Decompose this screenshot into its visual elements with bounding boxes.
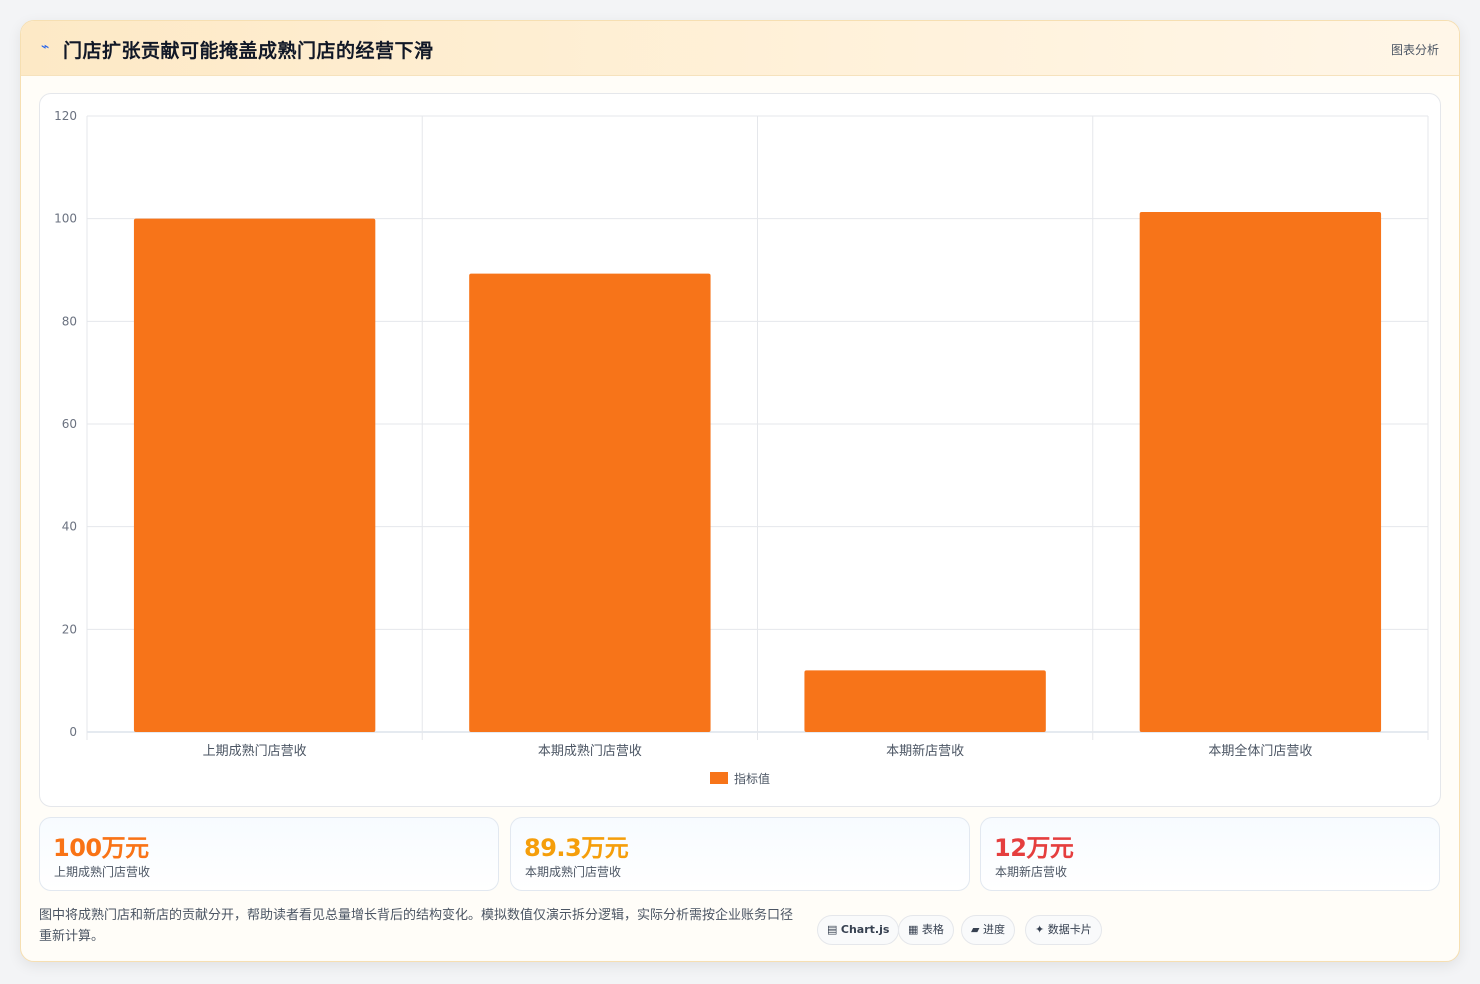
bar <box>133 218 376 733</box>
tag-chartjs: ▤ Chart.js <box>817 915 900 945</box>
x-tick-label: 本期全体门店营收 <box>1208 743 1312 759</box>
stat-value: 100万元 <box>53 834 149 862</box>
bar-chart: 0 20 40 60 80 100 120 上期成熟门店营收 本期成熟门店营收 本期新店营收 本期全… <box>54 109 1429 786</box>
tag-label: 数据卡片 <box>1047 923 1092 936</box>
y-tick-label: 80 <box>62 314 77 328</box>
sparkle-icon: ✦ <box>1035 923 1045 936</box>
chart-icon: ▤ <box>827 923 838 936</box>
x-tick-label: 上期成熟门店营收 <box>203 743 307 759</box>
bar <box>1139 211 1382 732</box>
card-header: ⌁ 门店扩张贡献可能掩盖成熟门店的经营下滑 图表分析 <box>21 21 1459 76</box>
tag-label: Chart.js <box>840 923 890 936</box>
stat-value: 12万元 <box>994 834 1074 862</box>
chart-container: 0 20 40 60 80 100 120 上期成熟门店营收 本期成熟门店营收 本期新店营收 本期全… <box>39 93 1441 807</box>
y-tick-label: 0 <box>69 725 77 739</box>
stat-card-prev-mature: 100万元 上期成熟门店营收 <box>39 817 499 891</box>
stat-value: 89.3万元 <box>524 834 629 862</box>
x-tick-label: 本期成熟门店营收 <box>538 743 642 759</box>
bar <box>804 670 1046 732</box>
legend-swatch <box>710 772 728 784</box>
stat-label: 本期新店营收 <box>995 865 1068 879</box>
stat-label: 本期成熟门店营收 <box>525 865 622 879</box>
y-tick-label: 60 <box>62 417 77 431</box>
stat-label: 上期成熟门店营收 <box>54 865 151 879</box>
tag-data-card: ✦ 数据卡片 <box>1025 915 1102 945</box>
stat-card-curr-mature: 89.3万元 本期成熟门店营收 <box>510 817 970 891</box>
tag-label: 表格 <box>921 923 944 936</box>
tag-progress: ▰ 进度 <box>961 915 1015 945</box>
tag-label: 进度 <box>982 923 1005 936</box>
stat-cards: 100万元 上期成熟门店营收 89.3万元 本期成熟门店营收 12万元 本期新店… <box>39 817 1441 891</box>
tag-table: ▦ 表格 <box>898 915 954 945</box>
x-tick-label: 本期新店营收 <box>886 743 964 759</box>
table-icon: ▦ <box>908 923 919 936</box>
stat-card-new-stores: 12万元 本期新店营收 <box>980 817 1440 891</box>
footnote: 图中将成熟门店和新店的贡献分开，帮助读者看见总量增长背后的结构变化。模拟数值仅演… <box>39 908 794 944</box>
chart-card: ⌁ 门店扩张贡献可能掩盖成熟门店的经营下滑 图表分析 0 20 40 60 80 100 1… <box>20 20 1460 962</box>
chart-analysis-badge: 图表分析 <box>1390 43 1439 57</box>
y-tick-label: 20 <box>62 622 77 636</box>
legend-label: 指标值 <box>734 771 770 786</box>
y-tick-label: 120 <box>54 109 77 123</box>
chart-line-icon: ⌁ <box>41 39 50 55</box>
bar <box>469 273 711 732</box>
progress-icon: ▰ <box>971 923 980 936</box>
y-tick-label: 100 <box>54 212 77 226</box>
card-title: 门店扩张贡献可能掩盖成熟门店的经营下滑 <box>63 40 434 62</box>
y-tick-label: 40 <box>62 520 77 534</box>
